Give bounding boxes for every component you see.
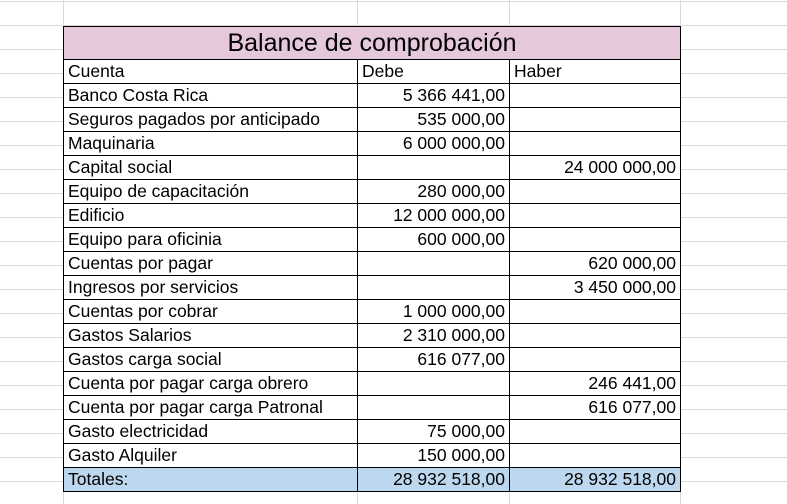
debit-cell[interactable]: 1 000 000,00	[357, 299, 510, 324]
debit-cell[interactable]: 6 000 000,00	[357, 131, 510, 156]
credit-cell[interactable]	[509, 83, 681, 108]
debit-cell[interactable]	[357, 371, 510, 396]
account-cell[interactable]: Maquinaria	[63, 131, 358, 156]
account-cell[interactable]: Equipo de capacitación	[63, 179, 358, 204]
debit-cell[interactable]: 535 000,00	[357, 107, 510, 132]
debit-cell[interactable]: 75 000,00	[357, 419, 510, 444]
table-row: Edificio 12 000 000,00	[63, 203, 681, 228]
header-credit[interactable]: Haber	[509, 59, 681, 84]
account-cell[interactable]: Cuenta por pagar carga Patronal	[63, 395, 358, 420]
credit-cell[interactable]	[509, 299, 681, 324]
account-cell[interactable]: Gasto Alquiler	[63, 443, 358, 468]
totals-credit[interactable]: 28 932 518,00	[509, 467, 681, 492]
table-row: Gastos carga social 616 077,00	[63, 347, 681, 372]
credit-cell[interactable]	[509, 107, 681, 132]
table-row: Gastos Salarios 2 310 000,00	[63, 323, 681, 348]
credit-cell[interactable]: 616 077,00	[509, 395, 681, 420]
trial-balance-table: Balance de comprobación Cuenta Debe Habe…	[63, 26, 681, 492]
table-row: Ingresos por servicios 3 450 000,00	[63, 275, 681, 300]
table-row: Cuenta por pagar carga Patronal 616 077,0…	[63, 395, 681, 420]
table-row: Capital social 24 000 000,00	[63, 155, 681, 180]
account-cell[interactable]: Seguros pagados por anticipado	[63, 107, 358, 132]
debit-cell[interactable]: 5 366 441,00	[357, 83, 510, 108]
title-row: Balance de comprobación	[63, 26, 681, 60]
debit-cell[interactable]	[357, 275, 510, 300]
table-row: Banco Costa Rica 5 366 441,00	[63, 83, 681, 108]
credit-cell[interactable]	[509, 443, 681, 468]
table-row: Gasto Alquiler 150 000,00	[63, 443, 681, 468]
account-cell[interactable]: Cuentas por cobrar	[63, 299, 358, 324]
account-cell[interactable]: Banco Costa Rica	[63, 83, 358, 108]
account-cell[interactable]: Equipo para oficinia	[63, 227, 358, 252]
debit-cell[interactable]	[357, 251, 510, 276]
account-cell[interactable]: Gastos Salarios	[63, 323, 358, 348]
debit-cell[interactable]: 150 000,00	[357, 443, 510, 468]
account-cell[interactable]: Ingresos por servicios	[63, 275, 358, 300]
credit-cell[interactable]	[509, 227, 681, 252]
sheet-title[interactable]: Balance de comprobación	[63, 26, 681, 60]
table-row: Equipo para oficinia 600 000,00	[63, 227, 681, 252]
header-debit[interactable]: Debe	[357, 59, 510, 84]
totals-label[interactable]: Totales:	[63, 467, 358, 492]
table-row: Seguros pagados por anticipado 535 000,00	[63, 107, 681, 132]
account-cell[interactable]: Cuenta por pagar carga obrero	[63, 371, 358, 396]
credit-cell[interactable]	[509, 203, 681, 228]
credit-cell[interactable]	[509, 323, 681, 348]
totals-row: Totales: 28 932 518,00 28 932 518,00	[63, 467, 681, 492]
debit-cell[interactable]: 616 077,00	[357, 347, 510, 372]
account-cell[interactable]: Cuentas por pagar	[63, 251, 358, 276]
table-row: Equipo de capacitación 280 000,00	[63, 179, 681, 204]
totals-debit[interactable]: 28 932 518,00	[357, 467, 510, 492]
credit-cell[interactable]	[509, 419, 681, 444]
debit-cell[interactable]: 600 000,00	[357, 227, 510, 252]
header-account[interactable]: Cuenta	[63, 59, 358, 84]
table-row: Cuentas por cobrar 1 000 000,00	[63, 299, 681, 324]
table-row: Maquinaria 6 000 000,00	[63, 131, 681, 156]
table-row: Cuenta por pagar carga obrero 246 441,00	[63, 371, 681, 396]
debit-cell[interactable]: 12 000 000,00	[357, 203, 510, 228]
account-cell[interactable]: Capital social	[63, 155, 358, 180]
credit-cell[interactable]: 620 000,00	[509, 251, 681, 276]
table-row: Cuentas por pagar 620 000,00	[63, 251, 681, 276]
header-row: Cuenta Debe Haber	[63, 59, 681, 84]
debit-cell[interactable]: 280 000,00	[357, 179, 510, 204]
credit-cell[interactable]: 24 000 000,00	[509, 155, 681, 180]
account-cell[interactable]: Gastos carga social	[63, 347, 358, 372]
table-row: Gasto electricidad 75 000,00	[63, 419, 681, 444]
debit-cell[interactable]	[357, 395, 510, 420]
credit-cell[interactable]	[509, 179, 681, 204]
credit-cell[interactable]: 246 441,00	[509, 371, 681, 396]
credit-cell[interactable]	[509, 131, 681, 156]
debit-cell[interactable]: 2 310 000,00	[357, 323, 510, 348]
account-cell[interactable]: Edificio	[63, 203, 358, 228]
account-cell[interactable]: Gasto electricidad	[63, 419, 358, 444]
debit-cell[interactable]	[357, 155, 510, 180]
credit-cell[interactable]	[509, 347, 681, 372]
credit-cell[interactable]: 3 450 000,00	[509, 275, 681, 300]
